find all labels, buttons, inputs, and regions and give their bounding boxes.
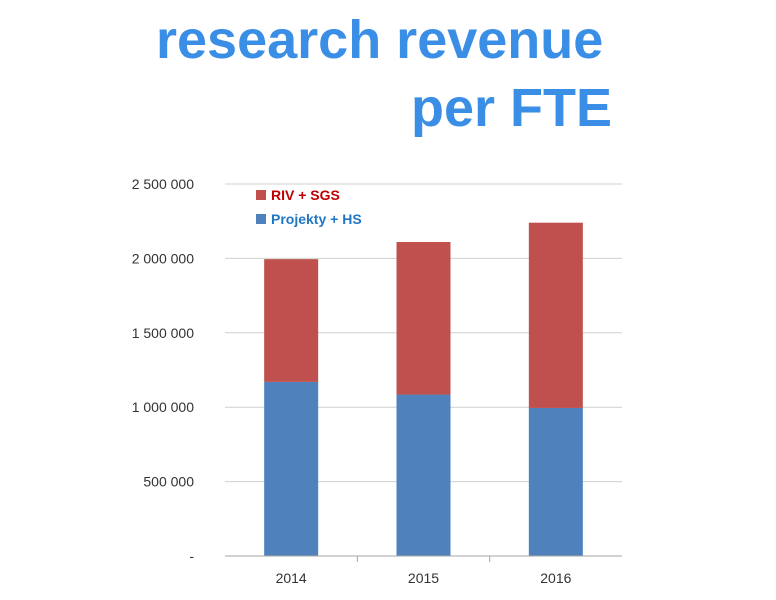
legend-label: RIV + SGS [271, 187, 340, 203]
y-tick-label: 1 500 000 [132, 325, 194, 341]
bar-segment-projekty-hs-2014 [264, 381, 319, 556]
axes: - 500 000 1 000 000 1 500 000 2 000 000 2 500… [132, 176, 622, 586]
x-tick-label: 2015 [408, 570, 439, 586]
bar-segment-riv-sgs-2014 [264, 259, 319, 382]
chart-title-line-1: research revenue [156, 10, 604, 70]
chart-title-line-2: per FTE [410, 78, 612, 138]
bar-segment-riv-sgs-2016 [528, 222, 583, 408]
y-tick-label: 2 500 000 [132, 176, 194, 192]
bar-segment-riv-sgs-2015 [396, 242, 451, 395]
y-tick-label: 1 000 000 [132, 399, 194, 415]
x-tick-label: 2014 [276, 570, 307, 586]
x-tick-label: 2016 [540, 570, 571, 586]
bar-segment-projekty-hs-2016 [528, 407, 583, 556]
y-tick-label: 2 000 000 [132, 250, 194, 266]
legend: RIV + SGS Projekty + HS [256, 187, 362, 227]
y-tick-label: 500 000 [143, 474, 194, 490]
legend-swatch [256, 190, 266, 200]
legend-swatch [256, 214, 266, 224]
bars [264, 222, 583, 556]
y-tick-label: - [189, 548, 194, 564]
bar-segment-projekty-hs-2015 [396, 394, 451, 556]
legend-label: Projekty + HS [271, 211, 362, 227]
